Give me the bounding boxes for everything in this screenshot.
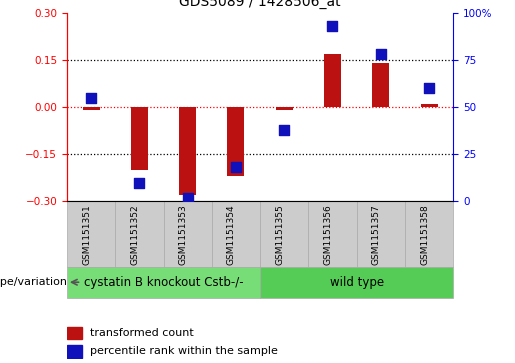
Point xyxy=(425,85,433,91)
Text: wild type: wild type xyxy=(330,276,384,289)
Text: GSM1151357: GSM1151357 xyxy=(372,205,381,265)
Bar xyxy=(260,267,453,298)
Point xyxy=(183,195,192,201)
Text: GSM1151353: GSM1151353 xyxy=(179,205,187,265)
Text: genotype/variation: genotype/variation xyxy=(0,277,67,287)
Text: percentile rank within the sample: percentile rank within the sample xyxy=(90,346,278,356)
Bar xyxy=(131,107,148,170)
Bar xyxy=(115,201,163,267)
Bar xyxy=(372,63,389,107)
Text: GSM1151351: GSM1151351 xyxy=(82,205,91,265)
Point xyxy=(135,180,144,185)
Bar xyxy=(212,201,260,267)
Bar xyxy=(308,201,356,267)
Bar xyxy=(324,54,341,107)
Bar xyxy=(179,107,196,195)
Bar xyxy=(67,345,82,358)
Text: GSM1151358: GSM1151358 xyxy=(420,205,429,265)
Text: GSM1151352: GSM1151352 xyxy=(130,205,140,265)
Point xyxy=(329,23,337,29)
Text: GSM1151354: GSM1151354 xyxy=(227,205,236,265)
Bar xyxy=(228,107,245,176)
Bar xyxy=(163,201,212,267)
Title: GDS5089 / 1428506_at: GDS5089 / 1428506_at xyxy=(179,0,341,9)
Bar xyxy=(276,107,293,110)
Bar xyxy=(67,201,115,267)
Bar xyxy=(67,327,82,339)
Point xyxy=(232,164,240,170)
Bar xyxy=(356,201,405,267)
Text: cystatin B knockout Cstb-/-: cystatin B knockout Cstb-/- xyxy=(84,276,243,289)
Bar xyxy=(260,201,308,267)
Bar xyxy=(67,267,260,298)
Point xyxy=(280,127,288,132)
Point xyxy=(376,51,385,57)
Bar xyxy=(82,107,99,110)
Point xyxy=(87,95,95,101)
Bar xyxy=(405,201,453,267)
Bar xyxy=(421,104,438,107)
Text: GSM1151355: GSM1151355 xyxy=(275,205,284,265)
Text: GSM1151356: GSM1151356 xyxy=(323,205,333,265)
Text: transformed count: transformed count xyxy=(90,328,194,338)
